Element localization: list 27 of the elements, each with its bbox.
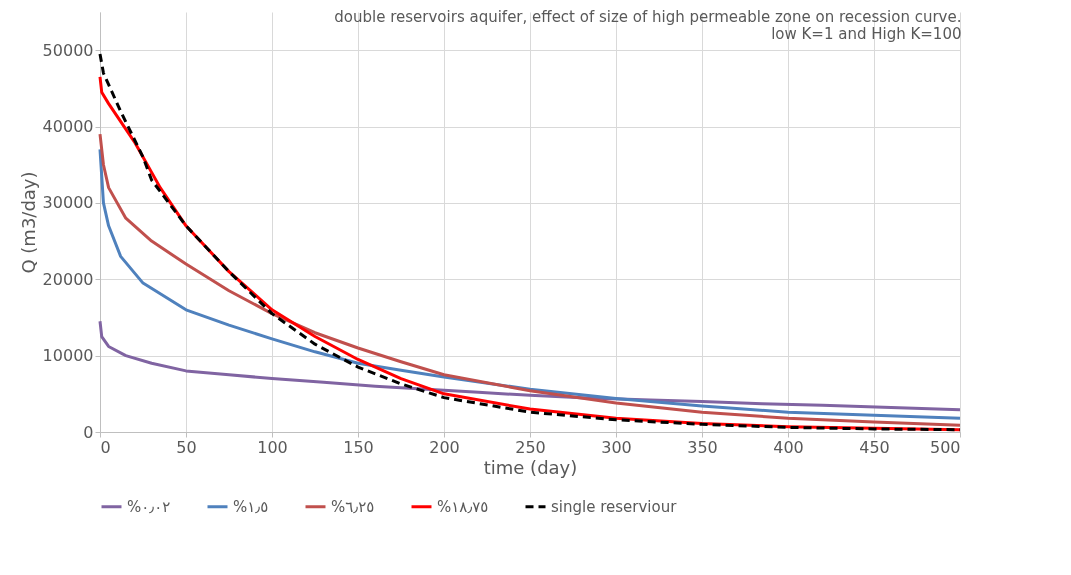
x-tick-label: 200: [429, 437, 460, 457]
y-tick-label: 40000: [42, 117, 94, 137]
x-tick-label: 500: [929, 437, 961, 457]
x-tick-label: 400: [773, 437, 804, 457]
y-tick-label: 50000: [42, 40, 94, 60]
y-tick-label: 0: [83, 422, 94, 442]
y-axis-title: Q (m3/day): [17, 171, 39, 274]
x-tick-label: 0: [100, 437, 111, 457]
line-series: [98, 319, 962, 412]
text: low K=1 and High K=100: [771, 25, 962, 43]
x-tick-label: 50: [176, 437, 197, 457]
y-tick-label: 30000: [42, 193, 94, 213]
legend-label: %١٨٫٧٥: [437, 497, 489, 516]
legend-label: %١٫٥: [233, 497, 269, 516]
legend-label: %٦٫٢٥: [331, 497, 375, 516]
x-tick-label: 100: [257, 437, 288, 457]
x-tick-label: 300: [601, 437, 632, 457]
y-tick-label: 20000: [42, 269, 94, 289]
x-axis-title: time (day): [483, 456, 578, 478]
y-tick-label: 10000: [42, 346, 94, 366]
legend-label: %٠٫٠٢: [127, 497, 171, 516]
x-tick-label: 250: [515, 437, 546, 457]
text: double reservoirs aquifer, effect of size of high permeable zone on recession curve.: [334, 8, 962, 26]
legend-label: single reserviour: [551, 497, 678, 516]
x-tick-label: 350: [687, 437, 718, 457]
x-tick-label: 150: [343, 437, 374, 457]
x-tick-label: 450: [859, 437, 890, 457]
